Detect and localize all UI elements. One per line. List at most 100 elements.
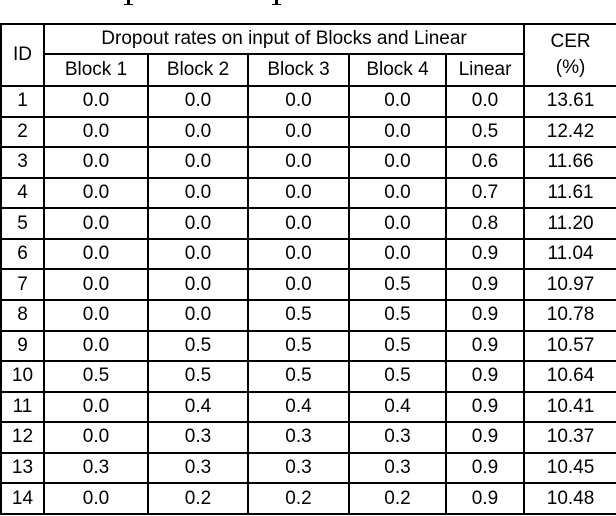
table-row: 5 0.0 0.0 0.0 0.0 0.8 11.20 xyxy=(0,207,616,240)
dropout-block2-cell: 0.0 xyxy=(147,268,249,301)
dropout-linear-cell: 0.9 xyxy=(444,421,526,454)
dropout-block4-cell: 0.0 xyxy=(348,237,447,271)
row-id-cell: 2 xyxy=(0,115,45,149)
dropout-block1-cell: 0.0 xyxy=(43,146,149,179)
table-row: 1 0.0 0.0 0.0 0.0 0.0 13.61 xyxy=(0,85,616,118)
dropout-block2-cell: 0.5 xyxy=(147,329,249,363)
dropout-block1-cell: 0.0 xyxy=(43,207,149,240)
cer-value-cell: 12.42 xyxy=(523,115,616,149)
dropout-block2-cell: 0.2 xyxy=(147,482,249,515)
row-id-cell: 1 xyxy=(0,85,45,118)
dropout-linear-cell: 0.5 xyxy=(444,115,526,149)
table-body: 1 0.0 0.0 0.0 0.0 0.0 13.61 2 0.0 0.0 0.0 0.0 0.5 12.… xyxy=(0,85,616,515)
dropout-block1-cell: 0.0 xyxy=(43,482,149,515)
table-row: 3 0.0 0.0 0.0 0.0 0.6 11.66 xyxy=(0,146,616,179)
table-row: 13 0.3 0.3 0.3 0.3 0.9 10.45 xyxy=(0,451,616,485)
col-header-block1: Block 1 xyxy=(43,53,149,87)
descender-foot xyxy=(272,3,281,6)
dropout-block2-cell: 0.3 xyxy=(147,451,249,485)
dropout-block3-cell: 0.0 xyxy=(247,237,350,271)
dropout-block4-cell: 0.5 xyxy=(348,360,447,393)
dropout-block3-cell: 0.0 xyxy=(247,176,350,210)
table-row: 4 0.0 0.0 0.0 0.0 0.7 11.61 xyxy=(0,176,616,210)
dropout-block2-cell: 0.0 xyxy=(147,146,249,179)
dropout-linear-cell: 0.9 xyxy=(444,451,526,485)
cer-value-cell: 10.64 xyxy=(523,360,616,393)
header-row-sub: Block 1 Block 2 Block 3 Block 4 Linear xyxy=(1,53,616,87)
dropout-block3-cell: 0.0 xyxy=(247,207,350,240)
col-header-dropout-span: Dropout rates on input of Blocks and Lin… xyxy=(42,23,526,55)
cer-header-line1: CER xyxy=(550,31,591,53)
col-header-cer: CER (%) xyxy=(523,23,616,87)
dropout-block2-cell: 0.0 xyxy=(147,207,249,240)
dropout-block2-cell: 0.0 xyxy=(147,85,249,118)
table-row: 14 0.0 0.2 0.2 0.2 0.9 10.48 xyxy=(0,482,616,515)
row-id-cell: 5 xyxy=(0,207,45,240)
col-header-linear: Linear xyxy=(444,53,526,87)
descender-foot xyxy=(124,3,133,6)
dropout-block1-cell: 0.0 xyxy=(43,298,149,332)
row-id-cell: 7 xyxy=(0,268,45,301)
table-row: 11 0.0 0.4 0.4 0.4 0.9 10.41 xyxy=(0,390,616,424)
row-id-cell: 13 xyxy=(0,451,45,485)
row-id-cell: 11 xyxy=(0,390,45,424)
dropout-block1-cell: 0.3 xyxy=(43,451,149,485)
col-header-id: ID xyxy=(0,23,45,87)
dropout-block2-cell: 0.0 xyxy=(147,115,249,149)
dropout-block4-cell: 0.0 xyxy=(348,176,447,210)
dropout-block2-cell: 0.0 xyxy=(147,176,249,210)
dropout-block4-cell: 0.0 xyxy=(348,146,447,179)
dropout-block1-cell: 0.0 xyxy=(43,115,149,149)
dropout-block4-cell: 0.2 xyxy=(348,482,447,515)
dropout-block4-cell: 0.0 xyxy=(348,207,447,240)
dropout-block3-cell: 0.5 xyxy=(247,329,350,363)
dropout-linear-cell: 0.9 xyxy=(444,298,526,332)
cer-value-cell: 10.45 xyxy=(523,451,616,485)
dropout-linear-cell: 0.6 xyxy=(444,146,526,179)
dropout-linear-cell: 0.9 xyxy=(444,482,526,515)
cer-value-cell: 11.20 xyxy=(523,207,616,240)
dropout-block4-cell: 0.0 xyxy=(348,115,447,149)
dropout-block1-cell: 0.5 xyxy=(43,360,149,393)
dropout-cer-results-table: ID Dropout rates on input of Blocks and … xyxy=(0,23,616,515)
cer-value-cell: 10.41 xyxy=(523,390,616,424)
dropout-block2-cell: 0.0 xyxy=(147,237,249,271)
dropout-block2-cell: 0.4 xyxy=(147,390,249,424)
row-id-cell: 3 xyxy=(0,146,45,179)
dropout-block1-cell: 0.0 xyxy=(43,329,149,363)
dropout-linear-cell: 0.9 xyxy=(444,390,526,424)
dropout-block2-cell: 0.5 xyxy=(147,360,249,393)
dropout-block3-cell: 0.4 xyxy=(247,390,350,424)
col-header-block2: Block 2 xyxy=(147,53,249,87)
dropout-block4-cell: 0.3 xyxy=(348,451,447,485)
dropout-block3-cell: 0.3 xyxy=(247,421,350,454)
dropout-block1-cell: 0.0 xyxy=(43,390,149,424)
col-header-block3: Block 3 xyxy=(247,53,350,87)
dropout-block4-cell: 0.5 xyxy=(348,329,447,363)
dropout-block3-cell: 0.2 xyxy=(247,482,350,515)
dropout-block4-cell: 0.0 xyxy=(348,85,447,118)
row-id-cell: 12 xyxy=(0,421,45,454)
dropout-block3-cell: 0.5 xyxy=(247,298,350,332)
table-row: 12 0.0 0.3 0.3 0.3 0.9 10.37 xyxy=(0,421,616,454)
dropout-block2-cell: 0.0 xyxy=(147,298,249,332)
dropout-block1-cell: 0.0 xyxy=(43,176,149,210)
row-id-cell: 10 xyxy=(0,360,45,393)
row-id-cell: 8 xyxy=(0,298,45,332)
table-row: 8 0.0 0.0 0.5 0.5 0.9 10.78 xyxy=(0,298,616,332)
descender-stem xyxy=(275,0,278,4)
row-id-cell: 4 xyxy=(0,176,45,210)
dropout-block1-cell: 0.0 xyxy=(43,85,149,118)
dropout-linear-cell: 0.9 xyxy=(444,329,526,363)
dropout-linear-cell: 0.9 xyxy=(444,237,526,271)
dropout-block1-cell: 0.0 xyxy=(43,237,149,271)
cer-value-cell: 11.61 xyxy=(523,176,616,210)
descender-stem xyxy=(127,0,130,4)
cer-value-cell: 11.66 xyxy=(523,146,616,179)
dropout-block3-cell: 0.0 xyxy=(247,115,350,149)
table-row: 9 0.0 0.5 0.5 0.5 0.9 10.57 xyxy=(0,329,616,363)
table-row: 7 0.0 0.0 0.0 0.5 0.9 10.97 xyxy=(0,268,616,301)
row-id-cell: 6 xyxy=(0,237,45,271)
dropout-block4-cell: 0.5 xyxy=(348,268,447,301)
